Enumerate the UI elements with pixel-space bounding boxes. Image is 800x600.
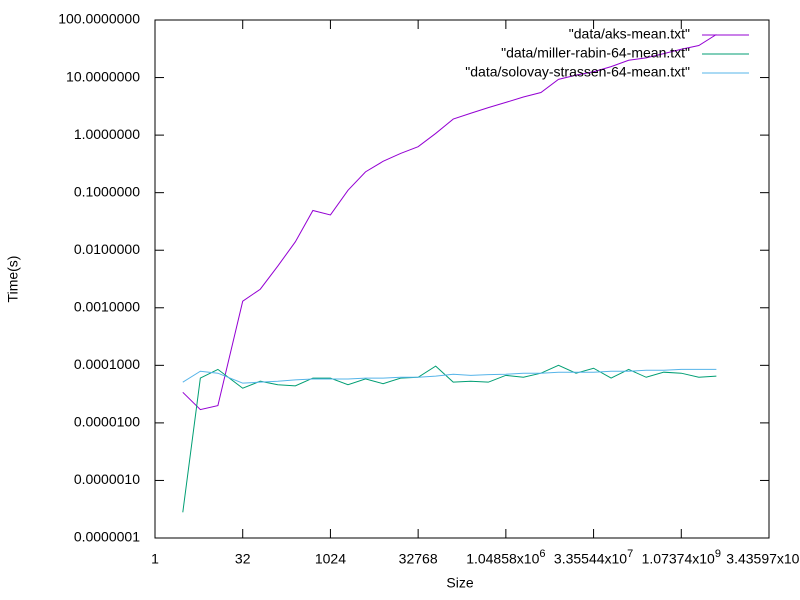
y-tick-label: 100.0000000	[58, 11, 140, 27]
y-tick-label: 1.0000000	[74, 126, 140, 142]
x-tick-label: 1.04858x10	[466, 551, 539, 567]
x-tick-label: 1.07374x10	[642, 551, 715, 567]
series-line	[182, 368, 717, 384]
y-tick-label: 0.1000000	[74, 183, 140, 199]
legend-label: "data/miller-rabin-64-mean.txt"	[501, 45, 690, 61]
y-tick-label: 0.0000010	[74, 471, 140, 487]
series-line	[182, 34, 717, 411]
y-tick-label: 0.0000001	[74, 529, 140, 545]
x-tick-exponent: 6	[539, 548, 545, 560]
y-tick-label: 0.0100000	[74, 241, 140, 257]
y-axis-label: Time(s)	[5, 256, 21, 303]
legend-label: "data/solovay-strassen-64-mean.txt"	[465, 64, 690, 80]
x-axis-label: Size	[446, 575, 473, 591]
series-line	[182, 364, 717, 513]
x-tick-label: 1024	[315, 551, 346, 567]
x-tick-exponent: 7	[627, 548, 633, 560]
x-tick-label: 3.43597x10	[726, 551, 799, 567]
plot-frame	[154, 19, 770, 539]
y-tick-label: 0.0000100	[74, 414, 140, 430]
x-tick-label: 32	[235, 551, 251, 567]
x-tick-label: 3.35544x10	[554, 551, 627, 567]
y-tick-label: 0.0010000	[74, 298, 140, 314]
y-tick-label: 10.0000000	[66, 68, 140, 84]
x-tick-label: 32768	[399, 551, 438, 567]
x-tick-exponent: 9	[715, 548, 721, 560]
y-tick-label: 0.0001000	[74, 356, 140, 372]
x-tick-label: 1	[151, 551, 159, 567]
legend-label: "data/aks-mean.txt"	[569, 26, 690, 42]
